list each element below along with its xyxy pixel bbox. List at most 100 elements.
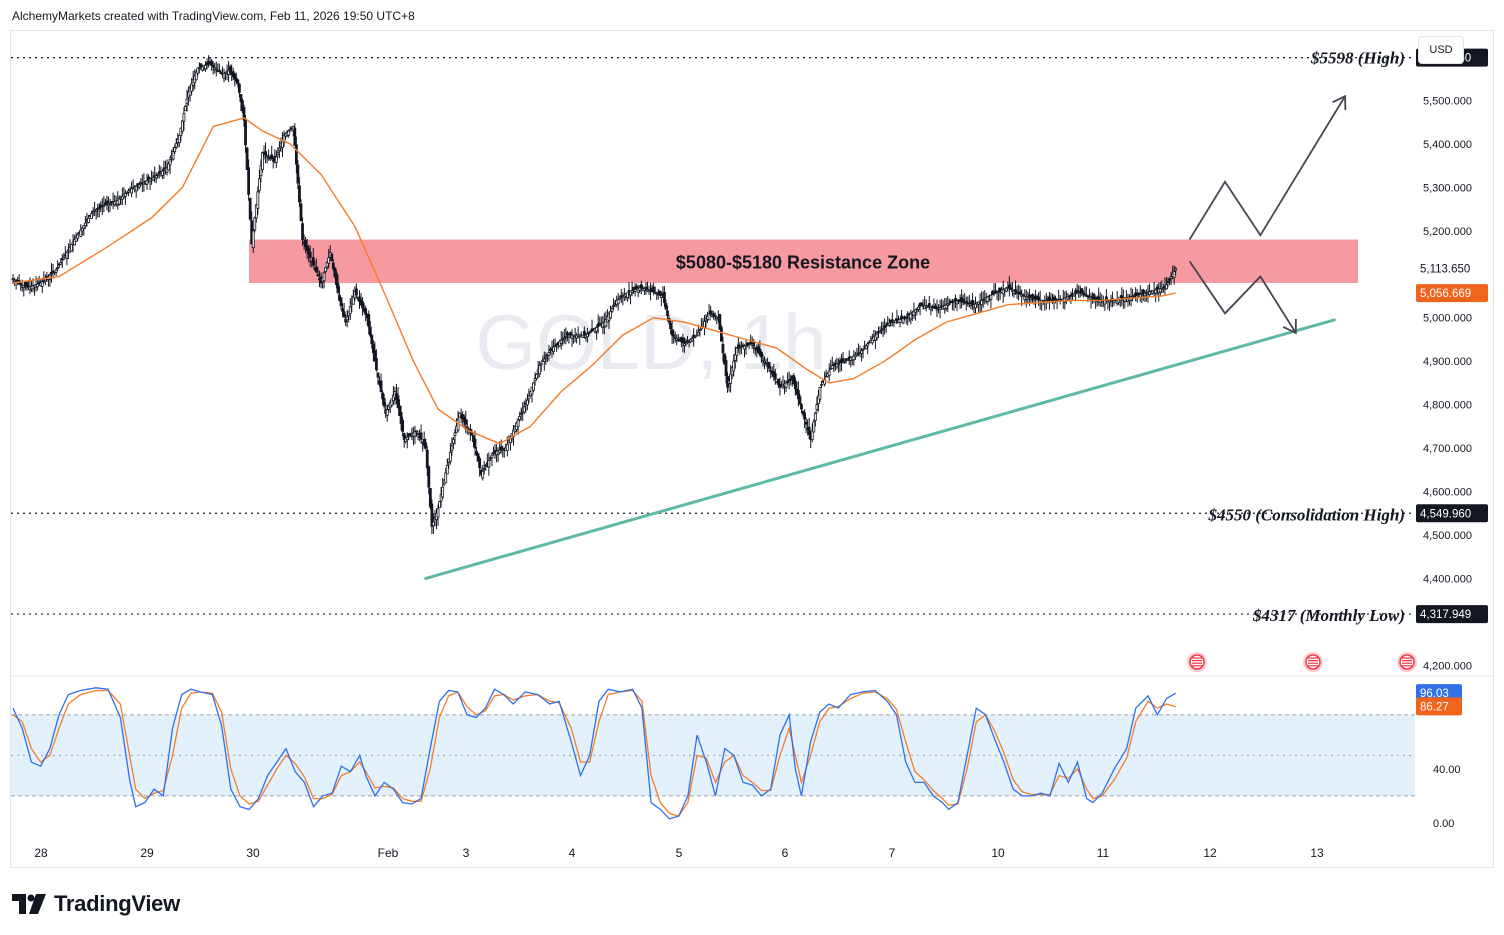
candle-body	[875, 333, 879, 339]
candle-body	[120, 195, 124, 200]
candle	[97, 203, 101, 218]
candle-body	[810, 430, 814, 440]
candle-body	[830, 365, 834, 369]
candle-body	[639, 284, 643, 288]
candle	[307, 244, 311, 263]
candle-body	[538, 365, 542, 375]
candle-body	[325, 262, 329, 268]
candle-body	[837, 362, 840, 365]
candle-body	[815, 404, 819, 410]
candle	[108, 198, 112, 213]
candle-body	[439, 494, 443, 502]
candle	[367, 310, 371, 335]
candle-body	[311, 257, 315, 266]
price-badge-consolidation-text: 4,549.960	[1420, 508, 1471, 520]
candle-body	[148, 178, 152, 182]
candle	[270, 145, 274, 160]
tradingview-logo[interactable]: TradingView	[12, 891, 180, 917]
candle-body	[364, 308, 368, 315]
candle	[561, 331, 565, 346]
candle-body	[1048, 296, 1051, 301]
stoch-badge-d: 86.27	[1416, 697, 1462, 716]
candle-body	[998, 287, 1002, 292]
candle	[444, 467, 448, 484]
candle	[549, 347, 552, 355]
candle	[405, 432, 409, 449]
candle	[401, 416, 405, 437]
candle-body	[767, 361, 771, 369]
candle-body	[909, 313, 913, 320]
candle	[1165, 276, 1168, 290]
candle-body	[339, 297, 343, 307]
time-tick-label: 12	[1203, 846, 1217, 860]
candle	[761, 353, 765, 367]
candle-body	[861, 348, 865, 351]
candle	[544, 352, 548, 365]
candle	[311, 248, 315, 268]
candle-body	[920, 302, 923, 306]
candle	[90, 210, 93, 219]
candle	[914, 309, 917, 321]
us-flag-event-icon[interactable]	[1303, 652, 1323, 672]
candle	[827, 363, 831, 382]
candle	[1097, 287, 1101, 306]
candle	[167, 161, 170, 171]
us-flag-event-icon[interactable]	[1397, 652, 1417, 672]
time-tick-label: 13	[1310, 846, 1324, 860]
price-tick-label: 5,500.000	[1423, 96, 1472, 108]
price-badge-consolidation: 4,549.960	[1416, 504, 1488, 523]
candle	[776, 378, 780, 389]
chart-canvas[interactable]: GOLD, 1h 5,500.0005,400.0005,300.0005,20…	[11, 31, 1493, 867]
candle-body	[82, 225, 86, 229]
candle-body	[1072, 293, 1076, 297]
candle	[581, 334, 585, 338]
candle	[325, 261, 329, 270]
consolidation-level-label: $4550 (Consolidation High)	[1208, 505, 1405, 524]
candle	[204, 61, 207, 72]
candle	[419, 424, 423, 444]
candle-body	[890, 319, 894, 323]
candle-body	[567, 334, 571, 338]
candle	[239, 94, 243, 111]
candle-body	[1169, 276, 1173, 279]
candle-body	[883, 325, 887, 328]
candle	[214, 61, 218, 77]
candle	[1103, 299, 1107, 311]
candle	[835, 357, 839, 370]
candle-body	[562, 337, 566, 340]
candle	[797, 381, 800, 407]
candle-body	[1021, 294, 1025, 297]
tradingview-logo-icon	[12, 894, 46, 914]
candle	[148, 177, 152, 190]
candle-body	[952, 300, 956, 303]
candle-body	[251, 230, 255, 249]
candle-body	[718, 314, 722, 330]
candle-body	[233, 73, 237, 80]
candle	[424, 438, 428, 451]
candle-body	[422, 438, 426, 446]
candle-body	[927, 303, 931, 308]
candle	[382, 393, 386, 409]
currency-button[interactable]: USD	[1418, 36, 1464, 64]
candle-body	[1054, 298, 1057, 301]
us-flag-event-icon[interactable]	[1187, 652, 1207, 672]
candle	[909, 309, 913, 325]
price-axis[interactable]: 5,500.000 5,400.000 5,300.000 5,200.000 5,00…	[1423, 96, 1472, 830]
candle	[342, 302, 346, 319]
time-axis[interactable]: 28 29 30 Feb 3 4 5 6 7 10 11 12 13	[34, 846, 1324, 860]
candle-body	[881, 328, 885, 331]
candle	[196, 67, 200, 76]
candle	[247, 159, 251, 201]
candle	[257, 169, 261, 194]
candle	[564, 327, 568, 345]
candle-body	[864, 345, 868, 350]
candle	[971, 292, 974, 311]
candle	[989, 294, 993, 309]
candle-body	[127, 190, 130, 193]
candle	[535, 372, 538, 381]
candle	[626, 292, 629, 302]
candle	[341, 303, 344, 318]
price-tick-label: 5,000.000	[1423, 313, 1472, 325]
candle	[73, 234, 76, 246]
candle-body	[59, 261, 63, 265]
